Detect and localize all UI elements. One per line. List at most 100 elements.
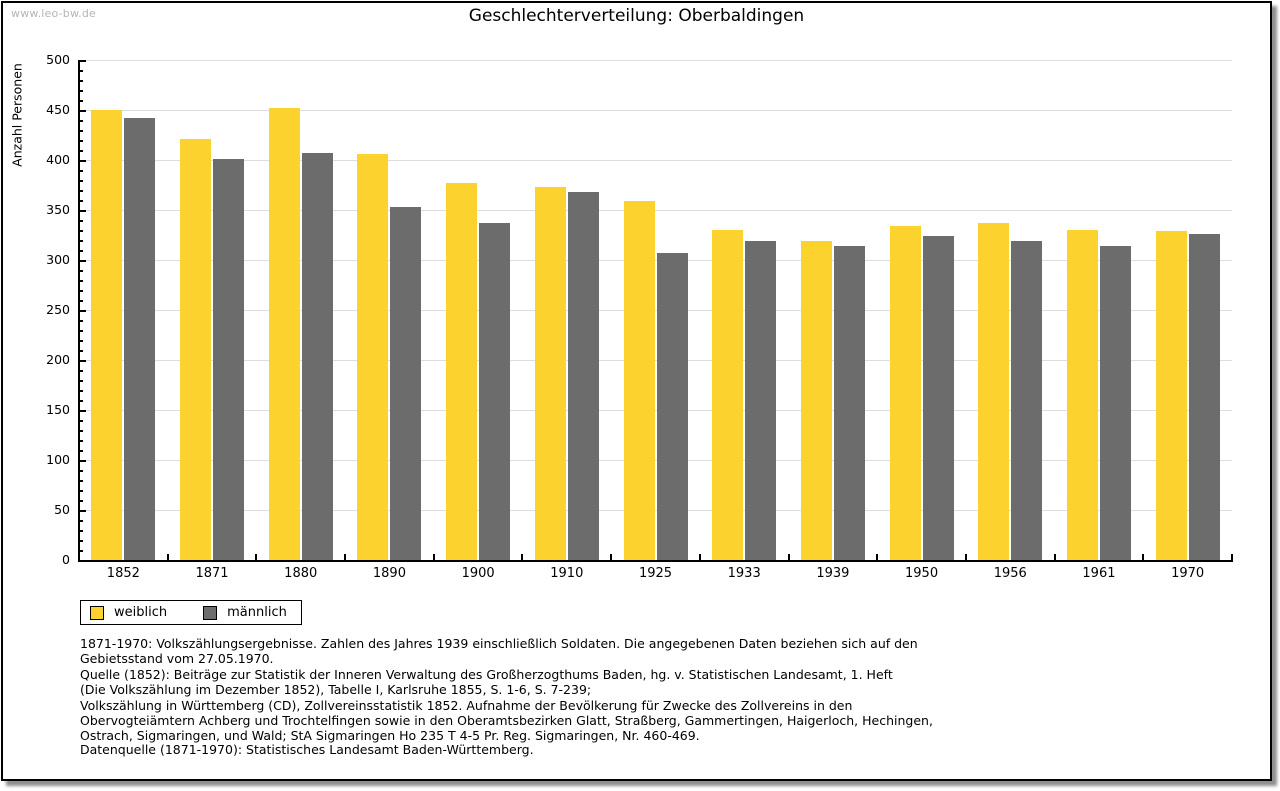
y-axis-tick-label-150: 150 [46, 402, 70, 417]
x-axis-tick-2 [255, 554, 258, 560]
bar-weiblich-1880 [269, 108, 300, 560]
x-axis-tick-6 [610, 554, 613, 560]
x-axis-tick-13 [1231, 554, 1233, 560]
y-axis-tick-label-400: 400 [46, 152, 70, 167]
y-minor-tick-260 [80, 300, 83, 302]
x-axis-tick-7 [698, 554, 701, 560]
x-axis-label-1925: 1925 [638, 566, 673, 581]
gridline-350 [81, 210, 1232, 211]
x-axis-tick-10 [964, 554, 967, 560]
footnote-line: Ostrach, Sigmaringen, und Wald; StA Sigm… [80, 728, 700, 744]
bar-männlich-1956 [1011, 241, 1042, 560]
y-axis-tick-label-450: 450 [46, 102, 70, 117]
x-axis-tick-11 [1053, 554, 1056, 560]
y-minor-tick-460 [80, 100, 83, 102]
footnote-line: Gebietsstand vom 27.05.1970. [80, 651, 274, 667]
y-minor-tick-70 [80, 490, 83, 492]
y-major-tick-500 [80, 60, 86, 62]
bar-männlich-1939 [834, 246, 865, 560]
bar-weiblich-1961 [1067, 230, 1098, 560]
y-minor-tick-420 [80, 140, 83, 142]
y-minor-tick-470 [80, 90, 83, 92]
bar-weiblich-1871 [180, 139, 211, 560]
footnotes: 1871-1970: Volkszählungsergebnisse. Zahl… [80, 636, 933, 744]
x-axis-label-1890: 1890 [372, 566, 406, 581]
x-axis-tick-3 [344, 554, 347, 560]
footnote-line: 1871-1970: Volkszählungsergebnisse. Zahl… [80, 636, 918, 651]
y-minor-tick-90 [80, 470, 83, 472]
y-minor-tick-280 [80, 280, 83, 282]
y-minor-tick-490 [80, 70, 83, 72]
y-major-tick-400 [80, 160, 86, 162]
x-axis-label-1956: 1956 [993, 566, 1027, 581]
y-minor-tick-40 [80, 520, 83, 522]
bar-weiblich-1910 [535, 187, 566, 560]
bar-männlich-1950 [923, 236, 954, 560]
y-minor-tick-480 [80, 80, 83, 82]
legend-swatch-weiblich [90, 605, 104, 620]
bar-weiblich-1852 [91, 110, 122, 560]
bar-weiblich-1925 [624, 201, 655, 560]
y-minor-tick-360 [80, 200, 83, 202]
x-axis-tick-1 [166, 554, 169, 560]
bar-männlich-1925 [657, 253, 688, 560]
legend-label-weiblich: weiblich [114, 605, 168, 620]
y-major-tick-450 [80, 110, 86, 112]
x-axis-label-1939: 1939 [816, 566, 850, 581]
x-axis-label-1852: 1852 [106, 566, 140, 581]
y-minor-tick-210 [80, 350, 83, 352]
x-axis-tick-4 [432, 554, 435, 560]
y-minor-tick-290 [80, 270, 83, 272]
bar-männlich-1900 [479, 223, 510, 560]
y-axis-tick-label-50: 50 [54, 502, 70, 517]
x-axis-label-1910: 1910 [550, 566, 584, 581]
y-minor-tick-20 [80, 540, 83, 542]
x-axis-label-1950: 1950 [905, 566, 939, 581]
bar-männlich-1933 [745, 241, 776, 560]
gridline-50 [81, 510, 1232, 511]
legend-label-maennlich: männlich [227, 605, 287, 620]
y-minor-tick-130 [80, 430, 83, 432]
y-minor-tick-390 [80, 170, 83, 172]
y-minor-tick-170 [80, 390, 83, 392]
y-minor-tick-220 [80, 340, 83, 342]
bar-männlich-1871 [213, 159, 244, 560]
y-minor-tick-410 [80, 150, 83, 152]
y-major-tick-100 [80, 460, 86, 462]
y-axis-line [78, 60, 80, 562]
gridline-500 [81, 60, 1232, 61]
y-minor-tick-140 [80, 420, 83, 422]
footnote-line: Obervogteiämtern Achberg und Trochtelfin… [80, 713, 933, 729]
bar-männlich-1910 [568, 192, 599, 560]
gridline-400 [81, 160, 1232, 161]
gridline-300 [81, 260, 1232, 261]
x-axis-tick-5 [521, 554, 524, 560]
bar-männlich-1890 [390, 207, 421, 560]
legend-item-weiblich: weiblich [90, 605, 167, 620]
y-axis-tick-label-350: 350 [46, 202, 70, 217]
y-axis-tick-label-300: 300 [46, 252, 70, 267]
bar-männlich-1880 [302, 153, 333, 560]
bar-männlich-1961 [1100, 246, 1131, 560]
y-minor-tick-240 [80, 320, 83, 322]
y-major-tick-200 [80, 360, 86, 362]
footnote-line: Quelle (1852): Beiträge zur Statistik de… [80, 666, 893, 682]
gridline-200 [81, 360, 1232, 361]
y-minor-tick-10 [80, 550, 83, 552]
bar-weiblich-1970 [1156, 231, 1187, 560]
x-axis-tick-9 [876, 554, 879, 560]
watermark: www.leo-bw.de [11, 7, 97, 20]
x-axis-label-1933: 1933 [727, 566, 761, 581]
y-axis-tick-label-0: 0 [62, 552, 70, 567]
y-minor-tick-370 [80, 190, 83, 192]
y-major-tick-250 [80, 310, 86, 312]
y-minor-tick-440 [80, 120, 83, 122]
legend-swatch-maennlich [203, 605, 218, 620]
y-minor-tick-270 [80, 290, 83, 292]
y-minor-tick-80 [80, 480, 83, 482]
legend-item-maennlich: männlich [203, 605, 287, 620]
x-axis-tick-0 [78, 554, 80, 560]
gridline-250 [81, 310, 1232, 311]
chart-title: Geschlechterverteilung: Oberbaldingen [468, 6, 805, 26]
gridline-150 [81, 410, 1232, 411]
